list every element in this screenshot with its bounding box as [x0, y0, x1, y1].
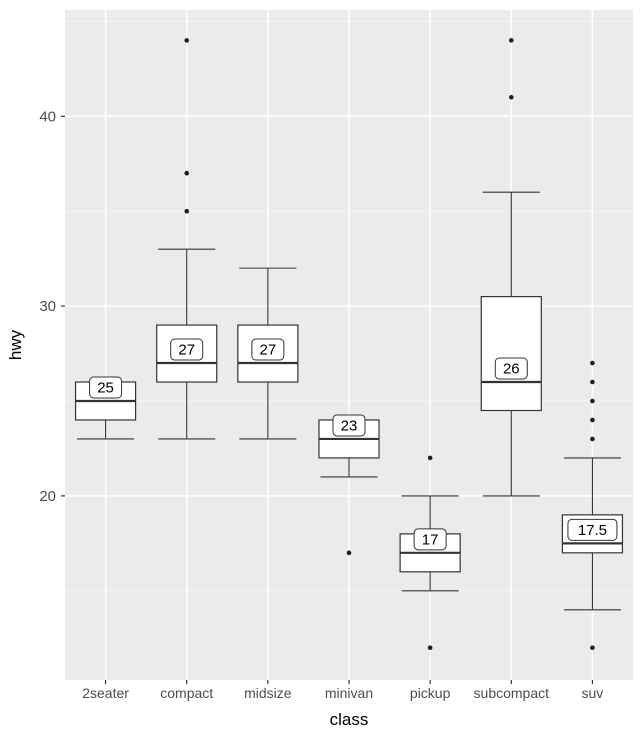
outlier-point	[427, 645, 433, 651]
median-label-compact: 27	[170, 338, 204, 361]
x-tick-label-2seater: 2seater	[82, 685, 129, 701]
outlier-point	[590, 436, 595, 442]
x-axis-title: class	[329, 710, 369, 729]
y-tick-label: 40	[39, 108, 56, 125]
outlier-point	[346, 550, 352, 556]
outlier-point	[184, 208, 190, 214]
median-label-text: 25	[97, 379, 114, 396]
median-label-text: 17	[422, 531, 439, 548]
x-tick-label-midsize: midsize	[244, 685, 292, 701]
median-label-suv: 17.5	[567, 518, 618, 541]
outlier-point	[184, 38, 190, 43]
outlier-point	[508, 95, 514, 100]
median-label-text: 23	[341, 417, 358, 434]
median-label-box	[567, 518, 618, 541]
x-tick-label-suv: suv	[582, 685, 604, 701]
median-label-box	[251, 338, 285, 361]
y-tick-label: 20	[39, 488, 56, 505]
boxplot-subcompact	[480, 38, 542, 497]
x-tick-label-compact: compact	[160, 685, 213, 701]
median-label-box	[170, 338, 204, 361]
outlier-point	[590, 360, 595, 366]
outlier-point	[590, 645, 595, 651]
y-axis-title: hwy	[6, 329, 25, 361]
median-label-text: 27	[178, 342, 195, 359]
outlier-point	[590, 379, 595, 385]
median-label-pickup: 17	[413, 528, 447, 551]
median-label-text: 26	[503, 361, 520, 378]
median-label-midsize: 27	[251, 338, 285, 361]
iqr-box	[480, 296, 542, 412]
outlier-point	[184, 170, 190, 176]
median-label-subcompact: 26	[494, 357, 528, 380]
outlier-point	[427, 455, 433, 461]
x-tick-label-pickup: pickup	[410, 685, 451, 701]
x-tick-label-minivan: minivan	[325, 685, 373, 701]
median-label-2seater: 25	[89, 376, 123, 399]
outlier-point	[590, 398, 595, 404]
outlier-point	[590, 417, 595, 423]
outlier-point	[508, 38, 514, 43]
median-label-box	[332, 414, 366, 437]
median-label-box	[413, 528, 447, 551]
median-label-box	[89, 376, 123, 399]
median-label-box	[494, 357, 528, 380]
median-label-minivan: 23	[332, 414, 366, 437]
median-label-text: 17.5	[578, 522, 607, 539]
y-tick-label: 30	[39, 298, 56, 315]
x-tick-label-subcompact: subcompact	[474, 685, 550, 701]
median-label-text: 27	[260, 342, 277, 359]
